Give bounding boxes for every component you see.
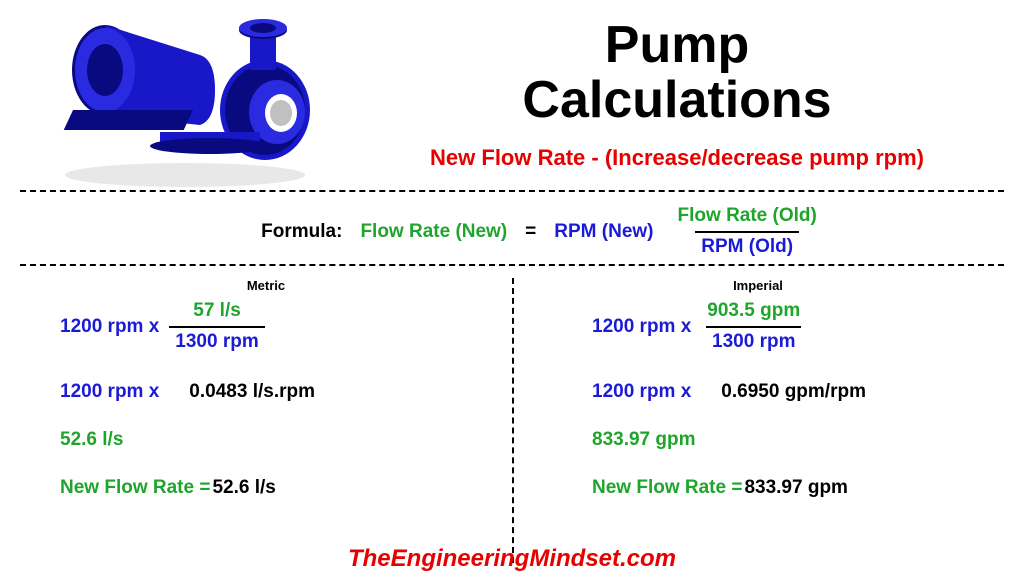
formula-label: Formula: — [261, 221, 342, 243]
metric-result-label: New Flow Rate = — [60, 477, 210, 499]
imperial-step1-frac: 903.5 gpm 1300 rpm — [701, 299, 806, 354]
metric-step1-rpm: 1200 rpm x — [60, 316, 159, 338]
imperial-step2-val: 0.6950 gpm/rpm — [721, 381, 866, 403]
formula-fraction: Flow Rate (Old) RPM (Old) — [672, 204, 823, 259]
metric-step1-num: 57 l/s — [187, 299, 247, 326]
imperial-result: New Flow Rate = 833.97 gpm — [532, 477, 984, 499]
metric-column: Metric 1200 rpm x 57 l/s 1300 rpm 1200 r… — [20, 278, 512, 563]
imperial-step3: 833.97 gpm — [532, 429, 984, 451]
formula-lhs: Flow Rate (New) — [360, 221, 507, 243]
metric-step2-val: 0.0483 l/s.rpm — [189, 381, 315, 403]
metric-step1: 1200 rpm x 57 l/s 1300 rpm — [40, 299, 492, 354]
formula-row: Formula: Flow Rate (New) = RPM (New) Flo… — [0, 204, 1024, 259]
calculations: Metric 1200 rpm x 57 l/s 1300 rpm 1200 r… — [20, 278, 1004, 563]
imperial-step3-val: 833.97 gpm — [592, 429, 696, 451]
imperial-step1-num: 903.5 gpm — [701, 299, 806, 326]
metric-step2-rpm: 1200 rpm x — [60, 381, 159, 403]
imperial-column: Imperial 1200 rpm x 903.5 gpm 1300 rpm 1… — [512, 278, 1004, 563]
divider-mid — [20, 264, 1004, 266]
metric-step3-val: 52.6 l/s — [60, 429, 123, 451]
footer-credit: TheEngineeringMindset.com — [0, 545, 1024, 573]
imperial-result-val: 833.97 gpm — [744, 477, 848, 499]
vertical-divider — [512, 278, 514, 563]
pump-illustration — [20, 10, 350, 185]
imperial-step2: 1200 rpm x 0.6950 gpm/rpm — [532, 381, 984, 403]
formula-frac-den: RPM (Old) — [695, 231, 799, 260]
imperial-step1-den: 1300 rpm — [706, 326, 801, 355]
imperial-result-label: New Flow Rate = — [592, 477, 742, 499]
formula-rpm-new: RPM (New) — [554, 221, 653, 243]
metric-step1-den: 1300 rpm — [169, 326, 264, 355]
title-line-1: Pump — [605, 16, 749, 74]
metric-step1-frac: 57 l/s 1300 rpm — [169, 299, 264, 354]
imperial-step2-rpm: 1200 rpm x — [592, 381, 691, 403]
metric-step2: 1200 rpm x 0.0483 l/s.rpm — [40, 381, 492, 403]
metric-step3: 52.6 l/s — [40, 429, 492, 451]
imperial-header: Imperial — [532, 278, 984, 299]
formula-equals: = — [525, 221, 536, 243]
formula-frac-num: Flow Rate (Old) — [672, 204, 823, 231]
header: Pump Calculations New Flow Rate - (Incre… — [0, 0, 1024, 185]
metric-result: New Flow Rate = 52.6 l/s — [40, 477, 492, 499]
subtitle: New Flow Rate - (Increase/decrease pump … — [350, 145, 1004, 171]
page-title: Pump Calculations — [350, 18, 1004, 127]
metric-result-val: 52.6 l/s — [212, 477, 275, 499]
imperial-step1: 1200 rpm x 903.5 gpm 1300 rpm — [532, 299, 984, 354]
title-line-2: Calculations — [522, 71, 831, 129]
title-area: Pump Calculations New Flow Rate - (Incre… — [350, 10, 1004, 185]
imperial-step1-rpm: 1200 rpm x — [592, 316, 691, 338]
metric-header: Metric — [40, 278, 492, 299]
